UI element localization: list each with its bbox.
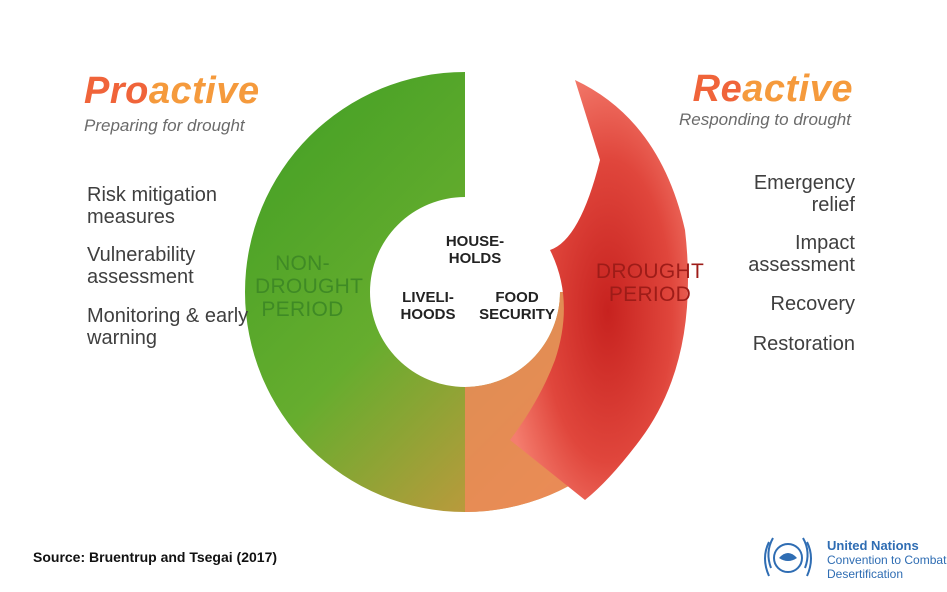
households-label: HOUSE- HOLDS [445, 233, 505, 267]
reactive-item-emergency-relief: Emergency relief [753, 172, 855, 216]
reactive-item-impact-assessment: Impact assessment [748, 232, 855, 276]
un-emblem-icon [764, 537, 812, 577]
source-citation: Source: Bruentrup and Tsegai (2017) [33, 549, 278, 565]
non-drought-period-label: NON- DROUGHT PERIOD [255, 252, 364, 321]
food-security-label: FOOD SECURITY [479, 289, 555, 323]
reactive-item-recovery: Recovery [770, 293, 855, 315]
un-logo-text: United Nations Convention to Combat Dese… [827, 538, 947, 582]
proactive-subtitle: Preparing for drought [84, 116, 245, 135]
proactive-title: Proactive [84, 70, 260, 112]
reactive-subtitle: Responding to drought [678, 110, 851, 129]
reactive-item-restoration: Restoration [752, 333, 855, 355]
drought-segment [510, 80, 688, 500]
drought-period-label: DROUGHT PERIOD [595, 260, 705, 306]
proactive-item-monitoring: Monitoring & early warning [87, 305, 249, 349]
livelihoods-label: LIVELI- HOODS [400, 289, 456, 323]
proactive-item-risk-mitigation: Risk mitigation measures [87, 184, 218, 228]
proactive-item-vulnerability: Vulnerability assessment [87, 244, 196, 288]
reactive-title: Reactive [692, 68, 853, 110]
